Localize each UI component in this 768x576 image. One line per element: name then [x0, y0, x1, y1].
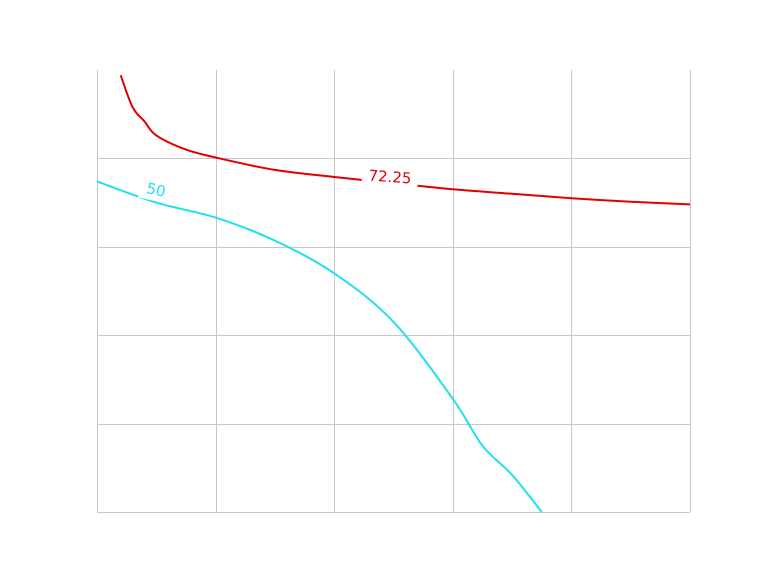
contour-line-50	[96, 180, 543, 513]
contour-label-1: 50	[145, 179, 167, 201]
grid	[97, 70, 691, 513]
series-layer	[96, 74, 691, 513]
contour-label-0: 72.25	[368, 167, 412, 188]
contour-line-72.25	[119, 74, 691, 206]
label-layer: 72.25 50	[145, 167, 412, 201]
